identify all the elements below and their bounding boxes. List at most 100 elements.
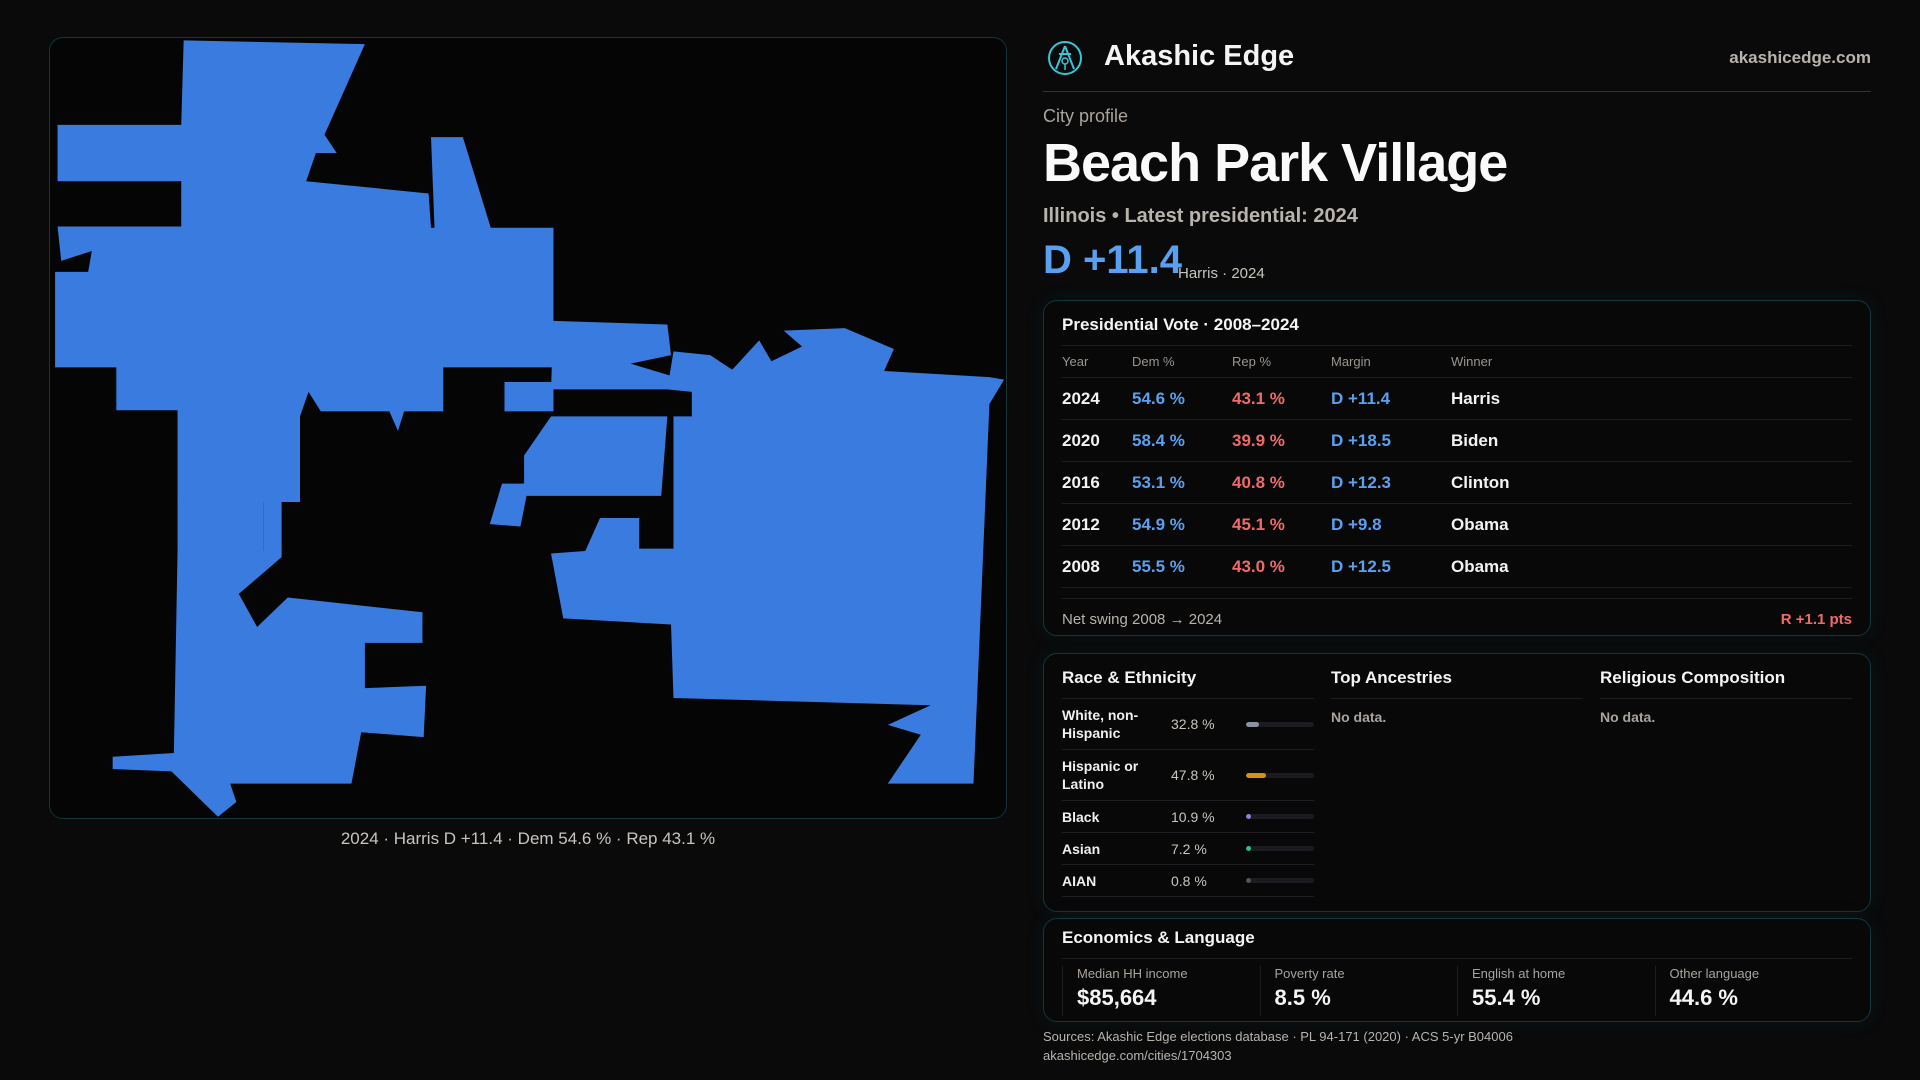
rep-cell: 39.9 % bbox=[1232, 430, 1285, 450]
year-cell: 2024 bbox=[1062, 388, 1100, 408]
rep-cell: 43.0 % bbox=[1232, 556, 1285, 576]
race-ethnicity-section: Race & Ethnicity White, non-Hispanic 32.8… bbox=[1062, 668, 1314, 897]
race-bar-fill bbox=[1246, 721, 1260, 727]
map-caption: 2024 · Harris D +11.4 · Dem 54.6 % · Rep… bbox=[340, 829, 716, 848]
margin-cell: D +12.3 bbox=[1331, 472, 1392, 492]
rep-cell: 40.8 % bbox=[1232, 472, 1285, 492]
stat-value: 55.4 % bbox=[1472, 985, 1541, 1010]
map-panel[interactable] bbox=[49, 37, 1007, 819]
page-title: Beach Park Village bbox=[1043, 133, 1508, 193]
stat-value: $85,664 bbox=[1077, 985, 1157, 1010]
card-title: Economics & Language bbox=[1062, 928, 1852, 959]
net-swing-value: R +1.1 pts bbox=[1780, 611, 1852, 628]
margin-cell: D +12.5 bbox=[1331, 556, 1392, 576]
dem-cell: 53.1 % bbox=[1132, 472, 1185, 492]
stat-label: Median HH income bbox=[1077, 966, 1188, 981]
race-bar bbox=[1246, 814, 1314, 819]
dem-cell: 54.6 % bbox=[1132, 388, 1185, 408]
stat-label: English at home bbox=[1472, 966, 1566, 981]
winner-cell: Harris bbox=[1451, 388, 1501, 408]
demographics-card: Race & Ethnicity White, non-Hispanic 32.8… bbox=[1043, 653, 1871, 912]
winner-cell: Obama bbox=[1451, 514, 1509, 534]
stat-value: 8.5 % bbox=[1274, 985, 1331, 1010]
winner-cell: Obama bbox=[1451, 556, 1509, 576]
winner-cell: Clinton bbox=[1451, 472, 1510, 492]
header: Akashic Edge akashicedge.com bbox=[1043, 36, 1871, 92]
site-link[interactable]: akashicedge.com bbox=[1729, 48, 1871, 67]
page-subtitle: Illinois • Latest presidential: 2024 bbox=[1043, 205, 1358, 227]
stat-tile: Poverty rate 8.5 % bbox=[1259, 966, 1458, 1016]
race-label: Hispanic or Latino bbox=[1062, 758, 1139, 792]
race-label: White, non-Hispanic bbox=[1062, 707, 1139, 741]
margin-cell: D +11.4 bbox=[1331, 388, 1391, 408]
year-cell: 2008 bbox=[1062, 556, 1100, 576]
stat-value: 44.6 % bbox=[1669, 985, 1739, 1010]
year-cell: 2020 bbox=[1062, 430, 1100, 450]
stat-tile: English at home 55.4 % bbox=[1457, 966, 1655, 1016]
brand-name: Akashic Edge bbox=[1104, 40, 1295, 72]
race-row: Hispanic or Latino 47.8 % bbox=[1062, 750, 1314, 801]
net-swing-label: Net swing 2008 → 2024 bbox=[1062, 611, 1223, 628]
net-swing: Net swing 2008 → 2024 R +1.1 pts bbox=[1062, 598, 1852, 628]
latest-margin: D +11.4 bbox=[1043, 238, 1183, 282]
table-row: 2008 55.5 % 43.0 % D +12.5 Obama bbox=[1062, 546, 1852, 588]
dem-cell: 55.5 % bbox=[1132, 556, 1185, 576]
race-bar-fill bbox=[1246, 878, 1251, 883]
section-title: Religious Composition bbox=[1600, 668, 1852, 699]
table-row: 2016 53.1 % 40.8 % D +12.3 Clinton bbox=[1062, 462, 1852, 504]
race-percent: 0.8 % bbox=[1171, 872, 1207, 889]
race-row: Asian 7.2 % bbox=[1062, 833, 1314, 865]
race-bar-fill bbox=[1246, 814, 1251, 819]
year-cell: 2012 bbox=[1062, 514, 1100, 534]
presidential-vote-card: Presidential Vote · 2008–2024 Year Dem %… bbox=[1043, 300, 1871, 636]
race-percent: 10.9 % bbox=[1171, 808, 1215, 825]
rep-cell: 43.1 % bbox=[1232, 388, 1285, 408]
race-bar bbox=[1246, 721, 1314, 727]
economics-card: Economics & Language Median HH income $85… bbox=[1043, 918, 1871, 1022]
section-title: Race & Ethnicity bbox=[1062, 668, 1314, 699]
race-label: Asian bbox=[1062, 840, 1101, 857]
stat-tile: Median HH income $85,664 bbox=[1062, 966, 1260, 1016]
table-row: 2012 54.9 % 45.1 % D +9.8 Obama bbox=[1062, 504, 1852, 546]
table-row: 2024 54.6 % 43.1 % D +11.4 Harris bbox=[1062, 378, 1852, 420]
stat-label: Poverty rate bbox=[1274, 966, 1345, 981]
stat-tile: Other language 44.6 % bbox=[1654, 966, 1853, 1016]
dem-cell: 54.9 % bbox=[1132, 514, 1185, 534]
compass-seal-icon bbox=[1048, 41, 1082, 75]
race-percent: 32.8 % bbox=[1171, 716, 1215, 732]
table-header: Year Dem % Rep % Margin Winner bbox=[1062, 346, 1852, 378]
race-bar bbox=[1246, 878, 1314, 883]
page-kicker: City profile bbox=[1043, 106, 1129, 126]
winner-cell: Biden bbox=[1451, 430, 1499, 450]
margin-cell: D +18.5 bbox=[1331, 430, 1392, 450]
column-header: Year bbox=[1062, 354, 1089, 369]
religion-section: Religious Composition No data. bbox=[1600, 668, 1852, 897]
rep-cell: 45.1 % bbox=[1232, 514, 1285, 534]
race-bar bbox=[1246, 772, 1314, 778]
race-percent: 47.8 % bbox=[1171, 767, 1215, 783]
race-percent: 7.2 % bbox=[1171, 840, 1207, 857]
empty-message: No data. bbox=[1331, 709, 1387, 725]
stat-label: Other language bbox=[1669, 966, 1760, 981]
empty-message: No data. bbox=[1600, 709, 1656, 725]
column-header: Rep % bbox=[1232, 354, 1272, 369]
latest-margin-note: Harris · 2024 bbox=[1178, 265, 1265, 282]
race-label: Black bbox=[1062, 808, 1100, 825]
table-row: 2020 58.4 % 39.9 % D +18.5 Biden bbox=[1062, 420, 1852, 462]
dem-cell: 58.4 % bbox=[1132, 430, 1185, 450]
column-header: Dem % bbox=[1132, 354, 1175, 369]
section-title: Top Ancestries bbox=[1331, 668, 1583, 699]
race-label: AIAN bbox=[1062, 872, 1097, 889]
year-cell: 2016 bbox=[1062, 472, 1100, 492]
card-title: Presidential Vote · 2008–2024 bbox=[1062, 315, 1852, 346]
race-row: AIAN 0.8 % bbox=[1062, 865, 1314, 897]
race-bar-fill bbox=[1246, 846, 1251, 851]
race-row: White, non-Hispanic 32.8 % bbox=[1062, 699, 1314, 750]
race-bar-fill bbox=[1246, 772, 1266, 778]
race-row: Black 10.9 % bbox=[1062, 801, 1314, 833]
sources-note: Sources: Akashic Edge elections database… bbox=[1043, 1029, 1513, 1044]
column-header: Winner bbox=[1451, 354, 1493, 369]
ancestries-section: Top Ancestries No data. bbox=[1331, 668, 1583, 897]
margin-cell: D +9.8 bbox=[1331, 514, 1382, 534]
page-url[interactable]: akashicedge.com/cities/1704303 bbox=[1043, 1048, 1232, 1063]
